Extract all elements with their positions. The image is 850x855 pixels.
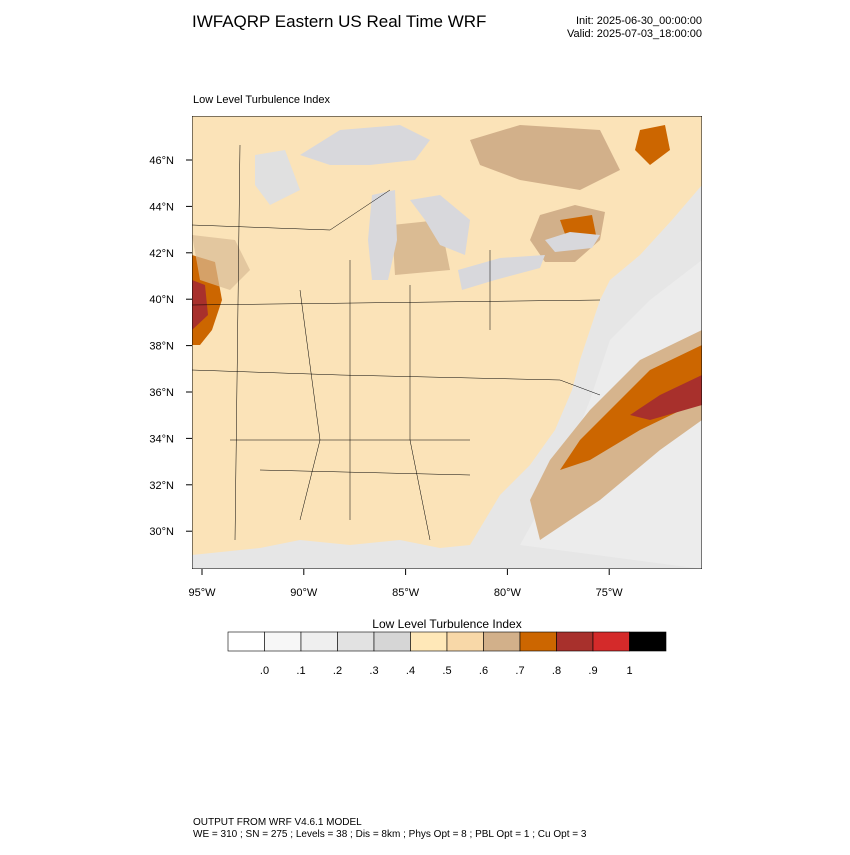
colorbar-label: .4	[406, 665, 415, 677]
lon-label: 80°W	[494, 587, 522, 599]
colorbar-title: Low Level Turbulence Index	[372, 617, 521, 631]
colorbar-label: .5	[442, 665, 451, 677]
colorbar: .0 .1 .2 .3 .4 .5 .6 .7 .8 .9 1	[227, 631, 667, 677]
colorbar-swatch	[300, 631, 338, 652]
lat-label: 38°N	[149, 341, 174, 353]
footer-line: OUTPUT FROM WRF V4.6.1 MODEL	[193, 817, 362, 828]
colorbar-swatch	[483, 631, 521, 652]
lon-label: 95°W	[188, 587, 216, 599]
valid-time: Valid: 2025-07-03_18:00:00	[567, 28, 702, 40]
colorbar-label: .3	[369, 665, 378, 677]
lat-label: 42°N	[149, 248, 174, 260]
map	[192, 116, 702, 569]
lat-label: 36°N	[149, 387, 174, 399]
colorbar-swatch	[629, 631, 667, 652]
colorbar-swatch	[446, 631, 484, 652]
colorbar-swatch	[264, 631, 302, 652]
colorbar-swatch	[592, 631, 630, 652]
colorbar-label: 1	[626, 665, 632, 677]
init-time: Init: 2025-06-30_00:00:00	[576, 15, 702, 27]
lon-label: 85°W	[392, 587, 420, 599]
footer-line: WE = 310 ; SN = 275 ; Levels = 38 ; Dis …	[193, 829, 587, 840]
colorbar-swatch	[519, 631, 557, 652]
colorbar-label: .9	[588, 665, 597, 677]
colorbar-swatch	[373, 631, 411, 652]
lat-label: 32°N	[149, 480, 174, 492]
lat-labels: 46°N 44°N 42°N 40°N 38°N 36°N 34°N 32°N 30°N	[149, 155, 192, 538]
colorbar-label: .6	[479, 665, 488, 677]
lat-label: 46°N	[149, 155, 174, 167]
lat-label: 34°N	[149, 433, 174, 445]
colorbar-label: .7	[515, 665, 524, 677]
colorbar-swatch	[337, 631, 375, 652]
colorbar-label: .1	[296, 665, 305, 677]
colorbar-swatch	[410, 631, 448, 652]
map-subtitle: Low Level Turbulence Index	[193, 94, 330, 106]
lon-label: 90°W	[290, 587, 318, 599]
colorbar-swatch	[227, 631, 265, 652]
lat-label: 44°N	[149, 201, 174, 213]
colorbar-label: .0	[260, 665, 269, 677]
colorbar-label: .2	[333, 665, 342, 677]
colorbar-label: .8	[552, 665, 561, 677]
lat-label: 30°N	[149, 526, 174, 538]
lon-label: 75°W	[596, 587, 624, 599]
lat-label: 40°N	[149, 294, 174, 306]
colorbar-swatch	[556, 631, 594, 652]
lon-labels: 95°W 90°W 85°W 80°W 75°W	[188, 569, 623, 599]
title: IWFAQRP Eastern US Real Time WRF	[192, 12, 486, 31]
